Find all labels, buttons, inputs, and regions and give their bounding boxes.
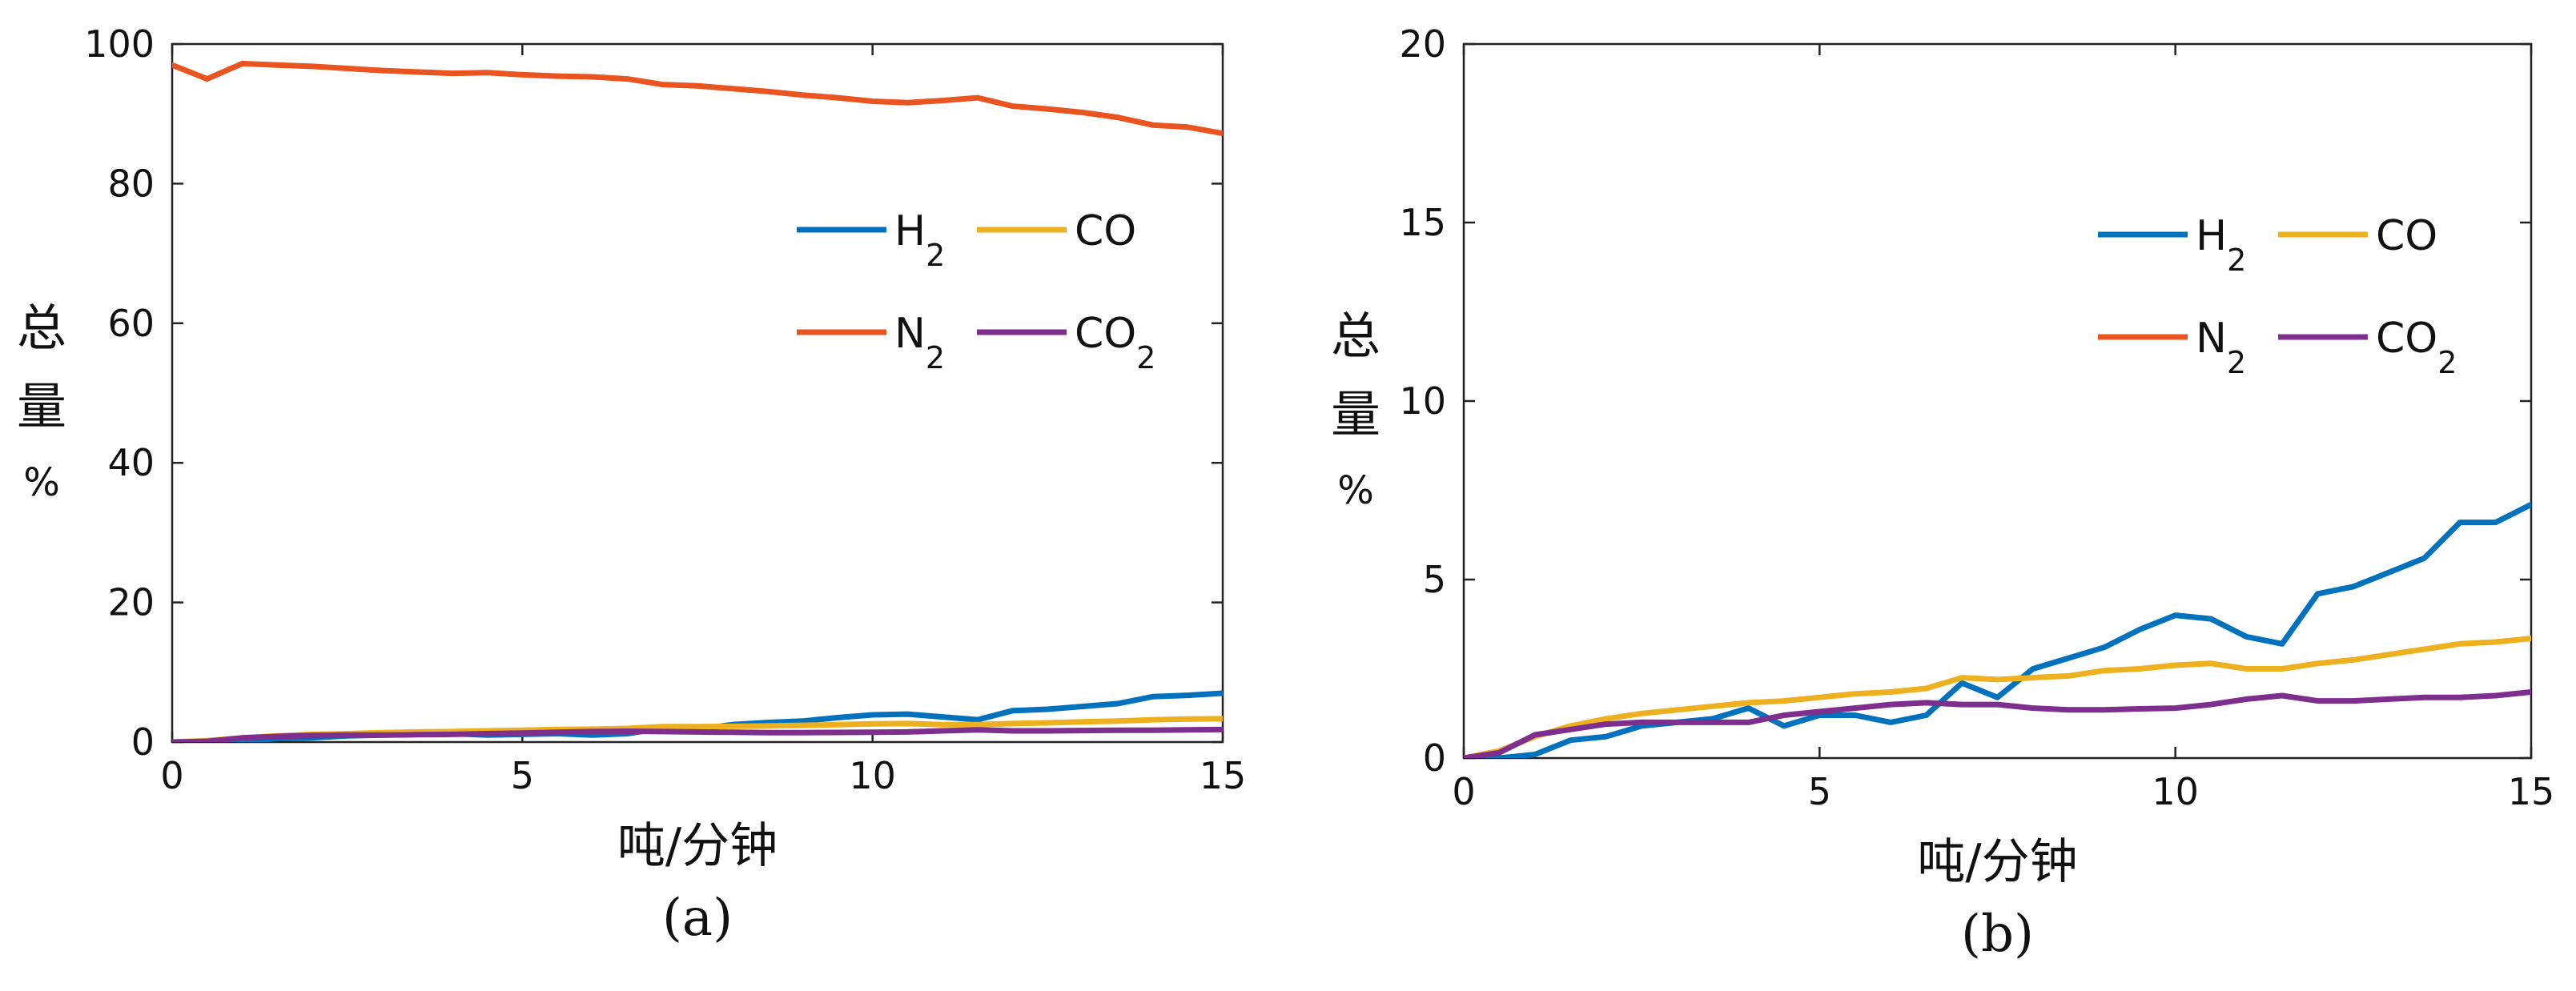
y-tick-label: 0 [131, 720, 155, 764]
panel-label: (a) [662, 889, 733, 948]
x-tick-label: 10 [849, 754, 896, 797]
y-axis-label: 总量 [17, 299, 66, 435]
y-tick-label: 20 [107, 581, 155, 624]
x-tick-label: 15 [1200, 754, 1247, 797]
panel-label: (b) [1961, 905, 2034, 964]
series-group [172, 60, 1223, 742]
legend-label: CO2 [1075, 310, 1155, 375]
x-axis-label: 吨/分钟 [617, 818, 778, 874]
y-tick-label: 0 [1423, 736, 1446, 780]
legend: H2 CO N2 CO2 [2098, 212, 2457, 380]
x-tick-label: 0 [1452, 770, 1475, 813]
series-group [1464, 501, 2531, 758]
plot-frame [171, 42, 1224, 744]
series-line-co2 [1464, 689, 2531, 758]
legend-label: H2 [2196, 212, 2246, 278]
legend-label: CO2 [2376, 315, 2457, 380]
legend-label: N2 [2196, 315, 2246, 380]
legend-label: CO [1075, 207, 1136, 255]
plot-frame [1462, 42, 2533, 760]
x-tick-label: 5 [511, 754, 534, 797]
chart-panel-1: 0 5 10 15 0 20 40 60 80 100 吨/分钟 总量% (a) H2 CO N2 CO2 [17, 22, 1246, 948]
y-axis-label: 总量 [1331, 307, 1380, 443]
legend: H2 CO N2 CO2 [797, 207, 1155, 375]
series-line-n2 [172, 60, 1223, 137]
y-tick-label: 5 [1423, 558, 1446, 601]
legend-label: H2 [894, 207, 945, 273]
y-axis-unit: % [1337, 468, 1374, 513]
x-tick-label: 15 [2508, 770, 2555, 813]
series-line-co2 [172, 726, 1223, 742]
y-tick-label: 10 [1399, 379, 1446, 423]
series-line-h2 [1464, 501, 2531, 758]
y-tick-label: 100 [84, 22, 155, 66]
y-axis-unit: % [23, 460, 60, 505]
legend-label: N2 [894, 310, 945, 375]
y-tick-label: 40 [107, 441, 155, 484]
x-axis-label: 吨/分钟 [1917, 834, 2077, 890]
y-tick-label: 60 [107, 302, 155, 345]
x-tick-label: 10 [2152, 770, 2199, 813]
chart-panel-2: 0 5 10 15 0 5 10 15 20 吨/分钟 总量% (b) H2 CO N2 CO2 [1331, 22, 2554, 964]
y-tick-label: 20 [1399, 22, 1446, 66]
legend-label: CO [2376, 212, 2437, 260]
x-tick-label: 0 [160, 754, 183, 797]
y-tick-label: 80 [107, 162, 155, 205]
series-line-co [1464, 636, 2531, 758]
x-tick-label: 5 [1808, 770, 1831, 813]
y-tick-label: 15 [1399, 201, 1446, 244]
